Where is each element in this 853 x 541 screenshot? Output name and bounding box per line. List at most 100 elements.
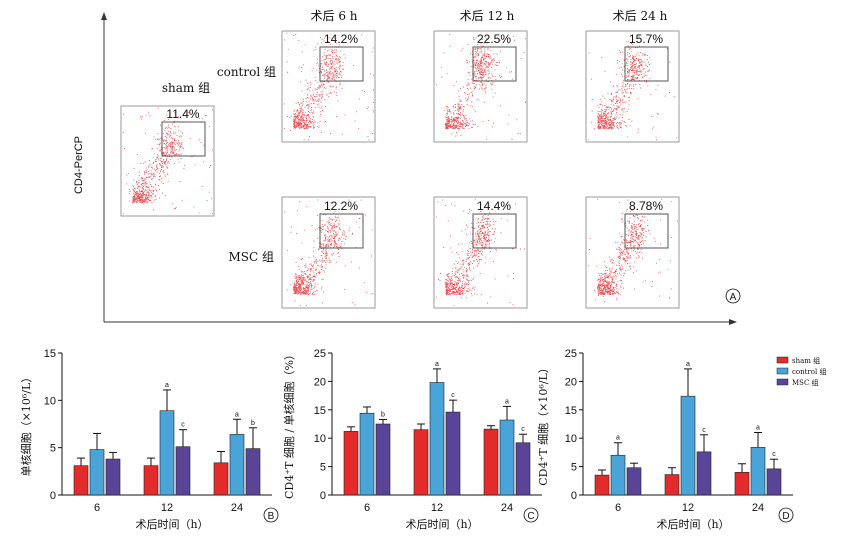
flow-dots [283, 199, 374, 307]
x-tick-label: 6 [364, 502, 370, 514]
flow-plot-control-6h [281, 30, 376, 143]
panel-letter-circle [778, 507, 794, 523]
pct-control-24h: 15.7% [629, 32, 663, 46]
x-tick-label: 12 [161, 502, 173, 514]
x-tick-label: 12 [431, 502, 443, 514]
y-tick-label: 15 [44, 348, 56, 360]
bar [429, 382, 445, 496]
legend-swatch-msc [776, 378, 789, 386]
significance-label: a [235, 411, 239, 418]
flow-plot-control-24h [585, 30, 680, 143]
bar [664, 474, 680, 496]
col-header-6h: 术后 6 h [311, 9, 358, 23]
bar [499, 419, 515, 496]
bar [515, 442, 531, 496]
gate-control-12h [472, 46, 517, 82]
panel-a-y-arrow [101, 12, 107, 20]
chart-c: 0 5 10 15 20 25 CD4⁺T 细胞 / 单核细胞（%） 术后时间（h） C 6 b 12… [282, 348, 542, 531]
panel-a-x-arrow [729, 319, 737, 325]
panel-letter: D [782, 511, 789, 522]
legend-label-msc: MSC 组 [792, 378, 819, 387]
y-tick-label: 25 [565, 348, 577, 360]
bar [245, 448, 261, 496]
pct-control-6h: 14.2% [324, 32, 358, 46]
flow-dots [283, 32, 374, 141]
flow-plot-sham [120, 105, 215, 217]
significance-label: a [616, 435, 620, 442]
y-tick-label: 20 [565, 376, 577, 388]
significance-label: a [165, 382, 169, 389]
significance-label: a [435, 361, 439, 368]
bar [229, 434, 245, 496]
y-tick-label: 5 [571, 462, 577, 474]
significance-label: b [381, 411, 385, 418]
flow-dots [587, 198, 678, 302]
gate-msc-6h [319, 213, 364, 249]
flow-dots [587, 36, 678, 141]
y-tick-label: 20 [314, 376, 326, 388]
bar [594, 474, 610, 496]
panel-a: CD4-PerCP 术后 6 h 术后 12 h 术后 24 h control… [73, 9, 741, 325]
y-axis-label: CD4⁺T 细胞 / 单核细胞（%） [282, 349, 296, 499]
col-header-24h: 术后 24 h [613, 9, 668, 23]
x-tick-label: 24 [501, 502, 513, 514]
bar [483, 428, 499, 496]
flow-plot-msc-6h [281, 196, 376, 309]
bar [73, 465, 89, 496]
col-header-12h: 术后 12 h [460, 9, 515, 23]
significance-label: c [181, 422, 185, 429]
panel-a-y-label: CD4-PerCP [73, 136, 85, 194]
gate-control-6h [319, 46, 364, 82]
bar [213, 462, 229, 496]
bar [175, 446, 191, 496]
flow-plot-control-12h [433, 30, 528, 143]
flow-plot-msc-12h [433, 196, 528, 309]
flow-dot-clouds [122, 32, 678, 307]
bar [413, 429, 429, 496]
bar [626, 467, 642, 496]
row-label-msc: MSC 组 [228, 250, 274, 264]
bar [375, 423, 391, 496]
y-axis-label: 单核细胞（×10⁶/L） [19, 372, 33, 477]
x-axis-label: 术后时间（h） [656, 518, 729, 531]
y-tick-label: 5 [320, 462, 326, 474]
significance-label: c [702, 427, 706, 434]
bar [610, 454, 626, 496]
panel-letter-a-circle [725, 288, 741, 304]
bar [343, 431, 359, 496]
legend-swatch-sham [776, 356, 789, 364]
significance-label: b [251, 420, 255, 427]
pct-control-12h: 22.5% [477, 32, 511, 46]
significance-label: c [451, 392, 455, 399]
bar [680, 395, 696, 496]
significance-label: c [772, 451, 776, 458]
panel-letter-a: A [730, 292, 737, 303]
bar [105, 458, 121, 496]
flow-dots [122, 107, 213, 215]
y-tick-label: 15 [314, 405, 326, 417]
bar [445, 411, 461, 496]
x-tick-label: 6 [615, 502, 621, 514]
y-tick-label: 0 [320, 490, 326, 502]
y-tick-label: 5 [50, 443, 56, 455]
legend: sham 组 control 组 MSC 组 [776, 356, 826, 387]
significance-label: a [756, 425, 760, 432]
y-tick-label: 15 [565, 405, 577, 417]
panel-letter-circle [523, 507, 539, 523]
flow-plot-msc-24h [585, 196, 680, 309]
x-tick-label: 6 [94, 502, 100, 514]
y-tick-label: 0 [50, 490, 56, 502]
gate-msc-24h [624, 213, 669, 249]
x-axis-label: 术后时间（h） [405, 518, 478, 531]
panel-letter: B [268, 511, 275, 522]
y-tick-label: 10 [565, 433, 577, 445]
y-tick-label: 10 [44, 395, 56, 407]
legend-label-sham: sham 组 [792, 356, 820, 365]
bar [159, 410, 175, 496]
flow-dots [435, 34, 526, 140]
significance-label: a [505, 398, 509, 405]
panel-letter-circle [263, 507, 279, 523]
y-tick-label: 25 [314, 348, 326, 360]
bar [359, 412, 375, 496]
